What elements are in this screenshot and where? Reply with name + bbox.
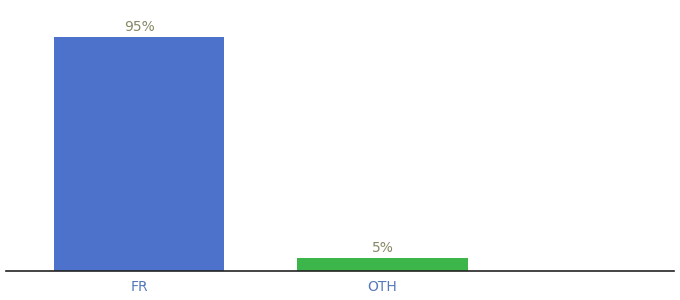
Bar: [297, 258, 468, 271]
Text: 5%: 5%: [372, 241, 394, 255]
Text: 95%: 95%: [124, 20, 155, 34]
Bar: [54, 38, 224, 271]
